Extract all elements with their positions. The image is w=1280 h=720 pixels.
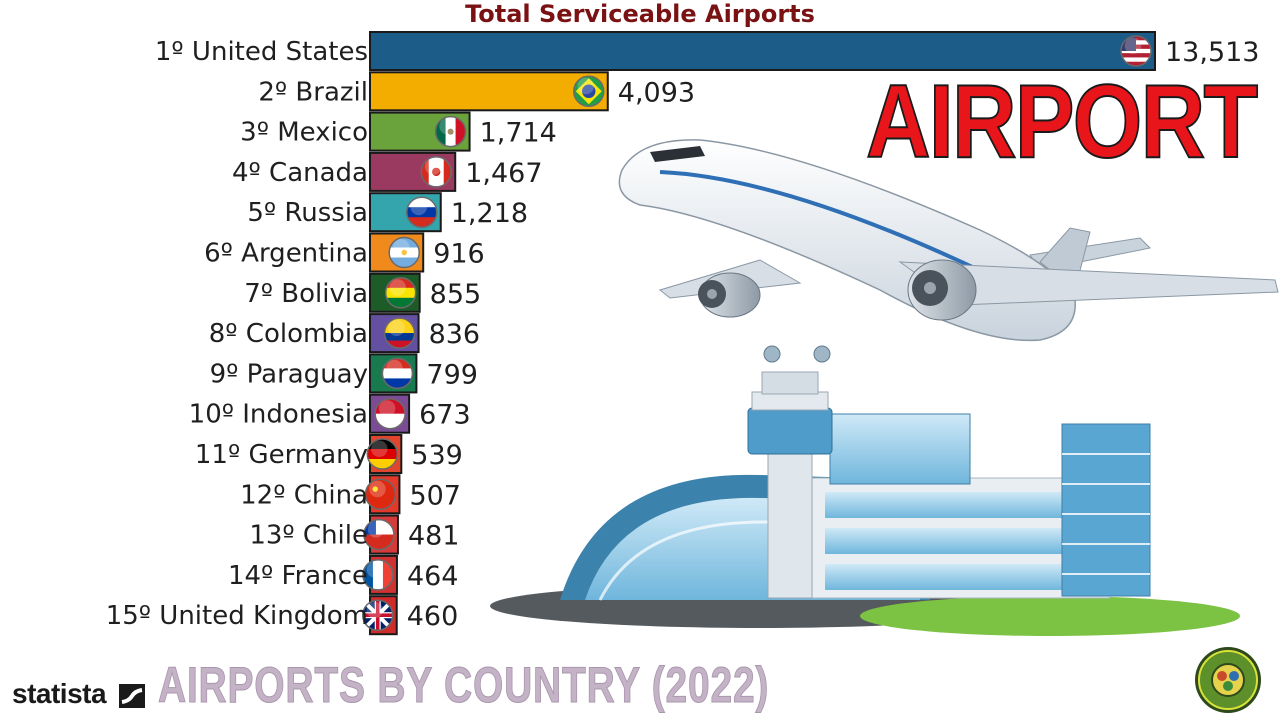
bar-row: 2º Brazil 4,093	[258, 71, 695, 112]
usa-flag-icon	[1120, 35, 1152, 67]
category-label: 10º Indonesia	[189, 400, 368, 430]
bar-row: 7º Bolivia 855	[244, 272, 482, 313]
headline: AIRPORT	[865, 64, 1259, 180]
bar-row: 15º United Kingdom 460	[106, 595, 459, 636]
category-label: 6º Argentina	[204, 239, 368, 269]
bar-row: 14º France 464	[228, 554, 459, 595]
value-label: 1,467	[465, 158, 542, 189]
statista-logo-icon	[119, 684, 145, 708]
chart-title: Total Serviceable Airports	[465, 0, 815, 28]
indonesia-flag-icon	[374, 397, 406, 430]
chile-flag-icon	[363, 518, 395, 551]
canada-flag-icon	[420, 156, 452, 188]
bar	[369, 71, 609, 112]
bar-row: 3º Mexico 1,714	[240, 111, 557, 152]
paraguay-flag-icon	[381, 357, 414, 390]
grass-patch	[860, 596, 1240, 636]
brazil-flag-icon	[573, 75, 605, 108]
category-label: 8º Colombia	[209, 319, 368, 349]
bar-row: 4º Canada 1,467	[232, 151, 543, 192]
category-label: 14º France	[228, 561, 368, 591]
bolivia-flag-icon	[384, 277, 417, 309]
value-label: 460	[407, 601, 459, 632]
value-label: 836	[429, 319, 481, 350]
category-label: 1º United States	[155, 37, 368, 67]
mexico-flag-icon	[434, 115, 467, 148]
value-label: 855	[430, 279, 482, 310]
airplane-icon	[618, 139, 1279, 342]
category-label: 13º Chile	[249, 521, 368, 551]
footer-title: AIRPORTS BY COUNTRY (2022)	[158, 657, 770, 713]
bar-row: 1º United States 13,513	[155, 31, 1259, 71]
channel-badge-icon	[1195, 647, 1261, 713]
value-label: 464	[407, 561, 459, 592]
colombia-flag-icon	[383, 317, 416, 349]
category-label: 9º Paraguay	[210, 359, 368, 389]
bar-row: 11º Germany 539	[195, 434, 463, 474]
bars-group: 1º United States 13,513 2º Brazil 4,093 3º M…	[106, 31, 1259, 636]
cockpit-window	[650, 146, 705, 162]
value-label: 13,513	[1165, 37, 1259, 68]
bar-row: 8º Colombia 836	[209, 313, 481, 354]
russia-flag-icon	[406, 196, 438, 228]
argentina-flag-icon	[388, 236, 420, 269]
value-label: 539	[411, 440, 463, 471]
china-flag-icon	[364, 478, 397, 511]
value-label: 916	[433, 239, 485, 270]
brand-logo-text: statista	[12, 678, 107, 709]
bar-row: 5º Russia 1,218	[247, 192, 528, 233]
bar-row: 9º Paraguay 799	[210, 353, 478, 394]
bar-row: 12º China 507	[240, 474, 461, 515]
value-label: 507	[409, 480, 461, 511]
uk-flag-icon	[361, 599, 394, 631]
bar-row: 10º Indonesia 673	[189, 393, 471, 434]
category-label: 2º Brazil	[258, 77, 368, 107]
bar-row: 13º Chile 481	[249, 514, 460, 555]
control-tower	[767, 429, 813, 599]
germany-flag-icon	[366, 438, 399, 470]
france-flag-icon	[362, 559, 394, 591]
office-tower	[1061, 423, 1151, 597]
value-label: 799	[426, 359, 478, 390]
category-label: 4º Canada	[232, 158, 368, 188]
category-label: 11º Germany	[195, 440, 368, 470]
value-label: 673	[419, 400, 471, 431]
category-label: 3º Mexico	[240, 118, 368, 148]
bar-row: 6º Argentina 916	[204, 232, 485, 273]
bar	[369, 31, 1156, 71]
value-label: 1,218	[451, 198, 528, 229]
airplane-over-airport-illustration	[490, 139, 1279, 636]
category-label: 5º Russia	[247, 198, 368, 228]
category-label: 7º Bolivia	[244, 279, 368, 309]
value-label: 481	[408, 521, 460, 552]
category-label: 15º United Kingdom	[106, 601, 368, 631]
value-label: 1,714	[480, 118, 557, 149]
category-label: 12º China	[240, 480, 368, 510]
value-label: 4,093	[618, 77, 695, 108]
